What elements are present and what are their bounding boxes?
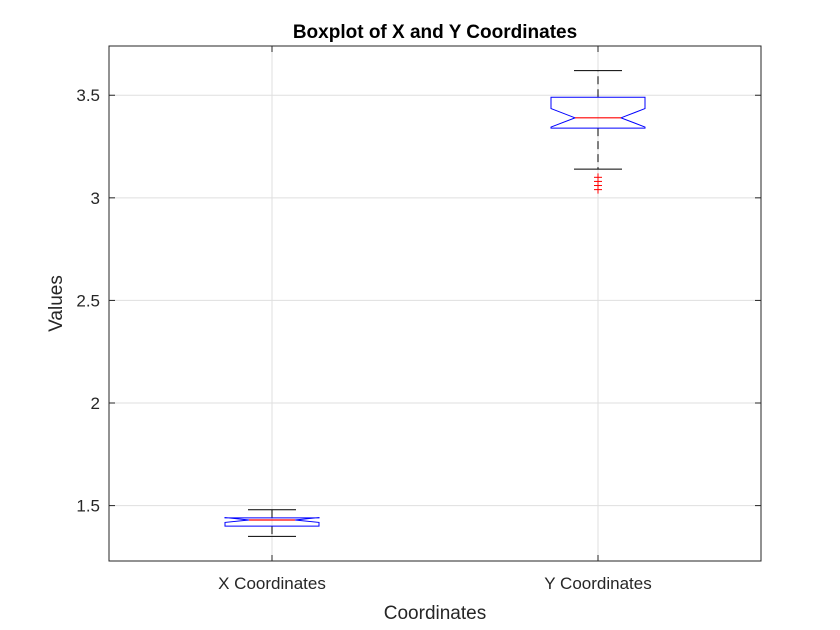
x-tick-label: X Coordinates [218,574,326,593]
boxes-layer [224,70,646,537]
ticks-layer: 1.5 2 2.5 3 3.5 X Coordinates Y Coordinates [76,46,761,593]
box-group [224,509,320,537]
chart-title: Boxplot of X and Y Coordinates [293,22,577,43]
x-axis-label: Coordinates [384,603,486,624]
x-tick-label: Y Coordinates [544,574,651,593]
grid-lines [109,46,761,561]
notched-box [224,516,320,527]
notched-box [550,96,646,129]
y-tick-label: 2.5 [76,291,100,310]
y-tick-label: 3.5 [76,86,100,105]
y-tick-label: 3 [91,189,100,208]
y-axis-label: Values [46,275,67,332]
box-group [550,70,646,194]
y-tick-label: 1.5 [76,497,100,516]
axes-frame [108,45,762,562]
y-tick-label: 2 [91,394,100,413]
